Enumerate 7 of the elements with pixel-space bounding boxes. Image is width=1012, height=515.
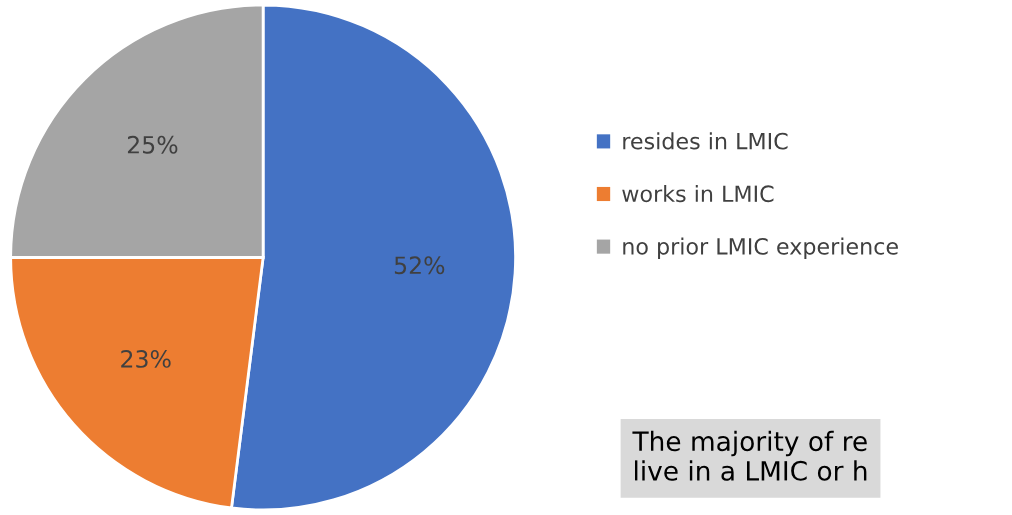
legend-label: works in LMIC — [622, 184, 774, 203]
text: The majority of re live in a LMIC or h — [632, 430, 867, 481]
legend-label: resides in LMIC — [623, 132, 788, 150]
data-label: 23% — [121, 350, 171, 368]
legend-label: no prior LMIC experience — [623, 237, 898, 260]
data-label: 52% — [394, 256, 445, 275]
data-label: 25% — [127, 135, 178, 154]
